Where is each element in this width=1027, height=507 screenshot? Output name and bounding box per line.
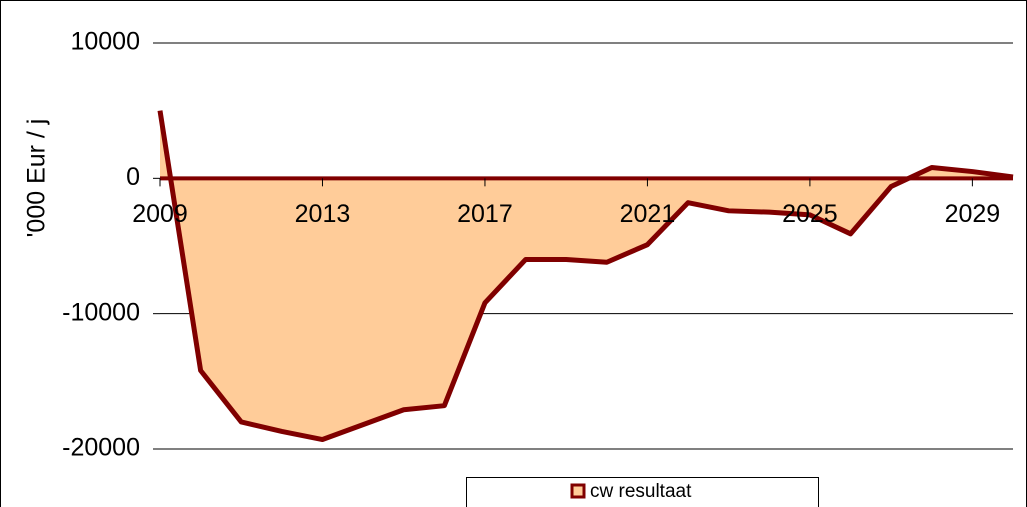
y-tick-label: -20000 (62, 434, 140, 462)
legend-swatch (570, 483, 586, 499)
y-axis-label: '000 Eur / j (23, 119, 51, 238)
x-tick-label: 2017 (457, 200, 513, 228)
area-fill (160, 110, 1013, 440)
legend-label: cw resultaat (590, 481, 692, 502)
x-tick-label: 2009 (132, 200, 188, 228)
y-tick-label: 0 (126, 163, 140, 191)
y-tick-label: 10000 (70, 28, 140, 56)
legend-box (466, 477, 819, 507)
x-tick-label: 2025 (782, 200, 838, 228)
x-tick-label: 2013 (295, 200, 351, 228)
area-line (157, 110, 1014, 443)
x-tick-label: 2029 (945, 200, 1001, 228)
y-tick-label: -10000 (62, 298, 140, 326)
x-tick-label: 2021 (620, 200, 676, 228)
